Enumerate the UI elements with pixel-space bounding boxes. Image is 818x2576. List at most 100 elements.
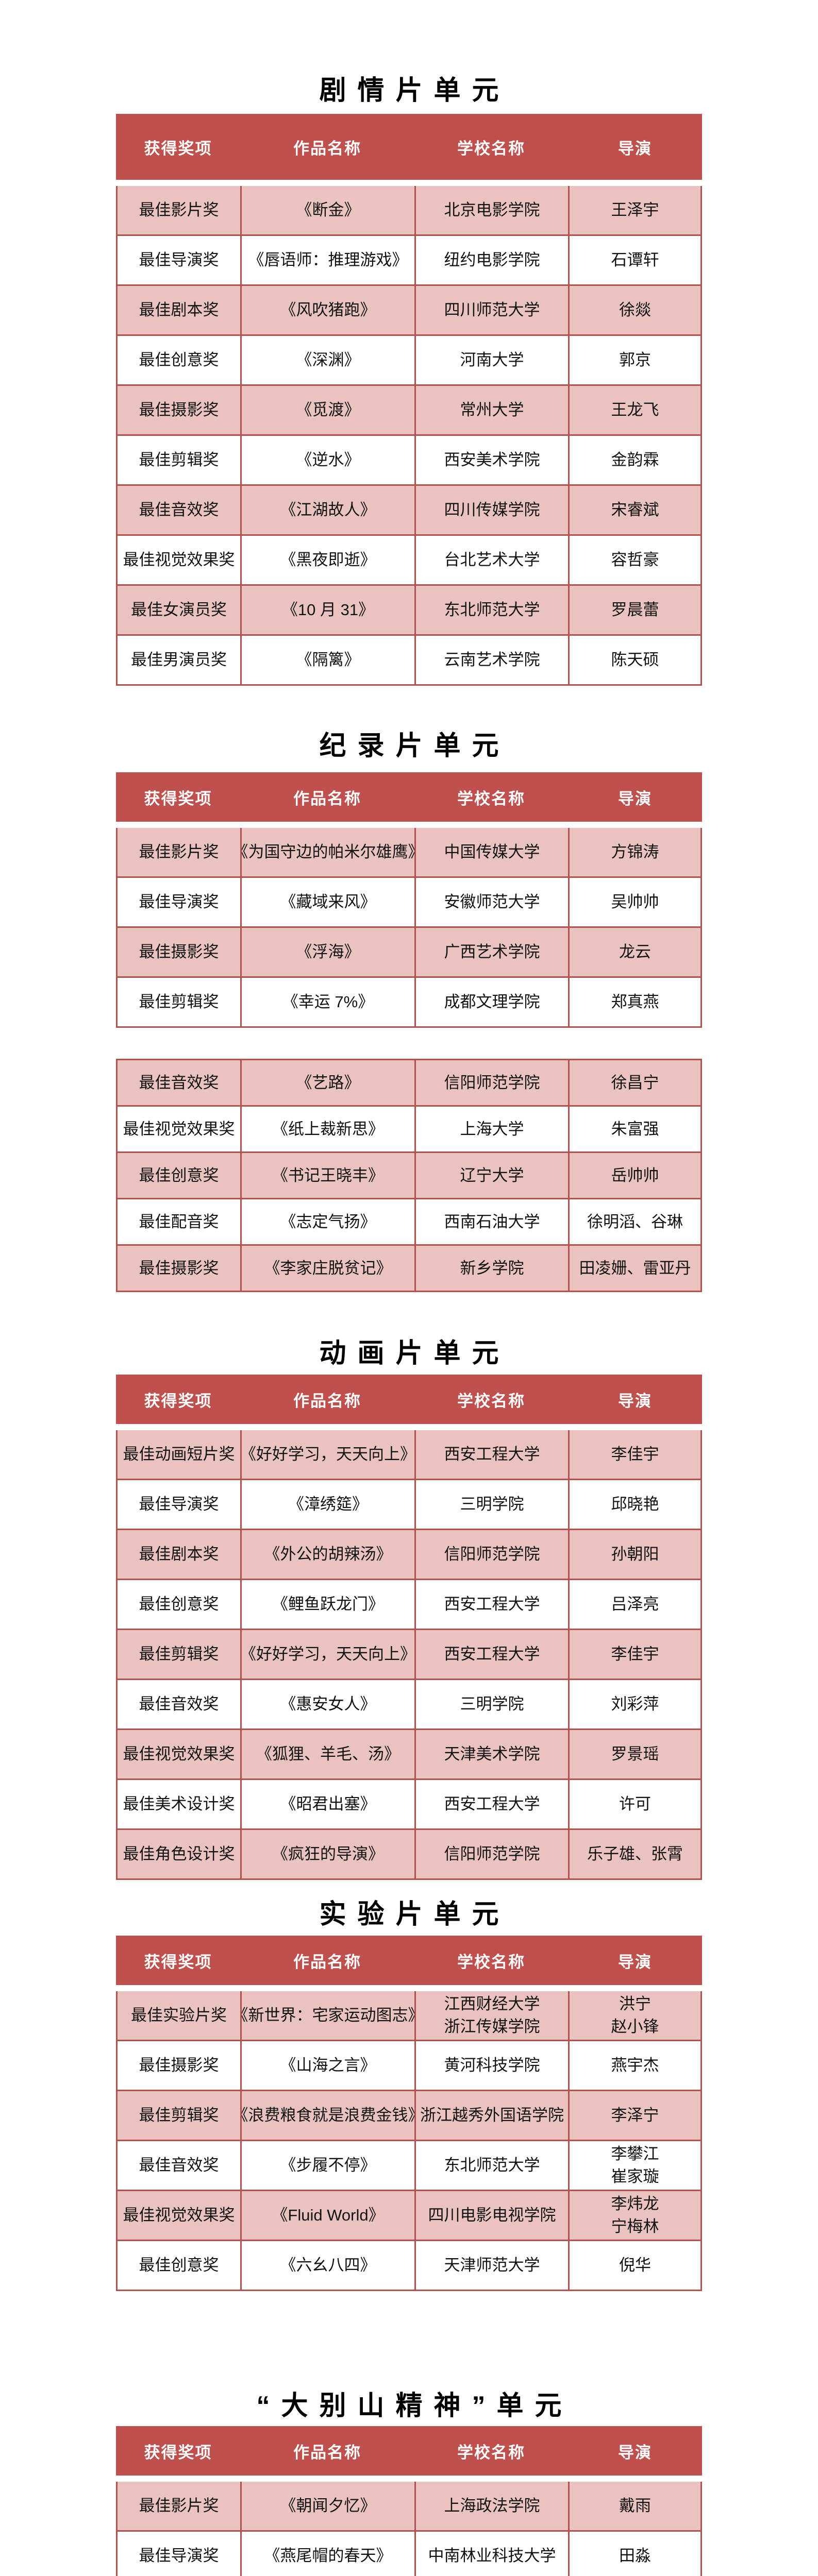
cell-line: 《浮海》 [296,943,360,961]
cell-line: 燕宇杰 [611,2056,659,2074]
cell-line: 刘彩萍 [611,1695,659,1713]
director-cell: 刘彩萍 [568,1680,700,1728]
director-cell: 洪宁 赵小锋 [568,1991,700,2040]
cell-line: 《漳绣筵》 [288,1495,368,1513]
work-cell: 《浮海》 [240,928,414,976]
cell-line: 吕泽亮 [611,1595,659,1613]
school-cell: 天津美术学院 [414,1730,568,1778]
table-row: 最佳影片奖 《朝闻夕忆》 上海政法学院 戴雨 [118,2482,700,2530]
column-header: 作品名称 [293,1392,361,1410]
school-cell: 浙江越秀外国语学院 [414,2091,568,2140]
work-cell: 《鲤鱼跃龙门》 [240,1580,414,1629]
director-cell: 燕宇杰 [568,2041,700,2090]
table-body: 最佳实验片奖 《新世界：宅家运动图志》 江西财经大学 浙江传媒学院 洪宁 赵小锋 最佳摄影奖… [116,1991,702,2291]
table-row: 最佳视觉效果奖 《黑夜即逝》 台北艺术大学 容哲豪 [118,534,700,584]
director-cell: 岳帅帅 [568,1153,700,1198]
award-cell: 最佳视觉效果奖 [118,1107,240,1151]
director-cell: 李炜龙 宁梅林 [568,2191,700,2240]
award-cell: 最佳摄影奖 [118,386,240,434]
table-row: 最佳摄影奖 《浮海》 广西艺术学院 龙云 [118,926,700,976]
work-cell: 《燕尾帽的春天》 [240,2532,414,2576]
cell-line: 徐昌宁 [611,1073,659,1092]
award-cell: 最佳剪辑奖 [118,2091,240,2140]
award-cell: 最佳导演奖 [118,2532,240,2576]
column-header: 作品名称 [293,2443,361,2462]
cell-line: 《狐狸、羊毛、汤》 [256,1745,400,1763]
cell-line: 最佳音效奖 [139,1695,219,1713]
column-header: 获得奖项 [144,789,212,808]
school-cell: 四川电影电视学院 [414,2191,568,2240]
cell-line: 容哲豪 [611,551,659,569]
section-title: “大别山精神”单元 [256,2391,573,2421]
work-cell: 《10 月 31》 [240,586,414,634]
director-cell: 朱富强 [568,1107,700,1151]
school-cell: 中南林业科技大学 [414,2532,568,2576]
director-cell: 倪华 [568,2241,700,2290]
cell-line: 石谭轩 [611,251,659,269]
award-cell: 最佳配音奖 [118,1199,240,1244]
cell-line: 三明学院 [460,1695,524,1713]
award-cell: 最佳剧本奖 [118,1530,240,1579]
cell-line: 最佳创意奖 [139,351,219,369]
award-cell: 最佳美术设计奖 [118,1780,240,1828]
cell-line: 《逆水》 [296,451,360,469]
award-cell: 最佳摄影奖 [118,1246,240,1291]
table-row: 最佳创意奖 《深渊》 河南大学 郭京 [118,334,700,384]
work-cell: 《幸运 7%》 [240,978,414,1026]
cell-line: 上海政法学院 [444,2497,540,2515]
cell-line: 《惠安女人》 [280,1695,376,1713]
school-cell: 东北师范大学 [414,586,568,634]
director-cell: 王泽宇 [568,186,700,234]
award-cell: 最佳摄影奖 [118,928,240,976]
school-cell: 西南石油大学 [414,1199,568,1244]
school-cell: 三明学院 [414,1480,568,1529]
table-row: 最佳音效奖 《惠安女人》 三明学院 刘彩萍 [118,1679,700,1728]
school-cell: 安徽师范大学 [414,878,568,926]
table-body: 最佳动画短片奖 《好好学习，天天向上》 西安工程大学 李佳宇 最佳导演奖 《漳绣筵》 三明学… [116,1430,702,1880]
table-row: 最佳视觉效果奖 《Fluid World》 四川电影电视学院 李炜龙 宁梅林 [118,2190,700,2240]
table-row: 最佳导演奖 《唇语师：推理游戏》 纽约电影学院 石谭轩 [118,234,700,284]
unit-section: 剧情片单元 获得奖项 作品名称 学校名称 导演 最佳影片奖 《断金》 北京电影学院 王泽宇 最佳导… [116,75,702,686]
cell-line: 最佳音效奖 [139,1073,219,1092]
director-cell: 乐子雄、张霄 [568,1830,700,1878]
director-cell: 郭京 [568,336,700,384]
cell-line: 李炜龙 [611,2195,659,2213]
work-cell: 《新世界：宅家运动图志》 [240,1991,414,2040]
cell-line: 《李家庄脱贫记》 [264,1259,392,1277]
work-cell: 《艺路》 [240,1060,414,1105]
column-header: 学校名称 [457,139,525,158]
award-cell: 最佳剪辑奖 [118,436,240,484]
cell-line: 常州大学 [460,401,524,419]
director-cell: 徐昌宁 [568,1060,700,1105]
cell-line: 《幸运 7%》 [282,993,374,1011]
cell-line: 洪宁 [619,1995,651,2013]
director-cell: 吴帅帅 [568,878,700,926]
school-cell: 天津师范大学 [414,2241,568,2290]
cell-line: 最佳配音奖 [139,1212,219,1231]
cell-line: 西安美术学院 [444,451,540,469]
table-body: 最佳影片奖 《断金》 北京电影学院 王泽宇 最佳导演奖 《唇语师：推理游戏》 纽约电影学院 石… [116,186,702,686]
cell-line: 最佳视觉效果奖 [123,551,235,569]
cell-line: 田凌姗、雷亚丹 [579,1259,691,1277]
cell-line: 黄河科技学院 [444,2056,540,2074]
column-header: 作品名称 [293,139,361,158]
cell-line: 最佳剪辑奖 [139,2106,219,2124]
school-cell: 黄河科技学院 [414,2041,568,2090]
school-cell: 纽约电影学院 [414,236,568,284]
school-cell: 北京电影学院 [414,186,568,234]
cell-line: 广西艺术学院 [444,943,540,961]
column-header: 学校名称 [457,789,525,808]
award-cell: 最佳创意奖 [118,1580,240,1629]
director-cell: 田淼 [568,2532,700,2576]
work-cell: 《外公的胡辣汤》 [240,1530,414,1579]
award-cell: 最佳创意奖 [118,2241,240,2290]
table-row: 最佳导演奖 《藏域来风》 安徽师范大学 吴帅帅 [118,876,700,926]
cell-line: 台北艺术大学 [444,551,540,569]
column-header: 学校名称 [457,1953,525,1971]
director-cell: 方锦涛 [568,828,700,876]
table-row: 最佳创意奖 《书记王晓丰》 辽宁大学 岳帅帅 [118,1151,700,1198]
school-cell: 四川传媒学院 [414,486,568,534]
director-cell: 王龙飞 [568,386,700,434]
table-row: 最佳导演奖 《燕尾帽的春天》 中南林业科技大学 田淼 [118,2530,700,2576]
school-cell: 西安工程大学 [414,1630,568,1679]
